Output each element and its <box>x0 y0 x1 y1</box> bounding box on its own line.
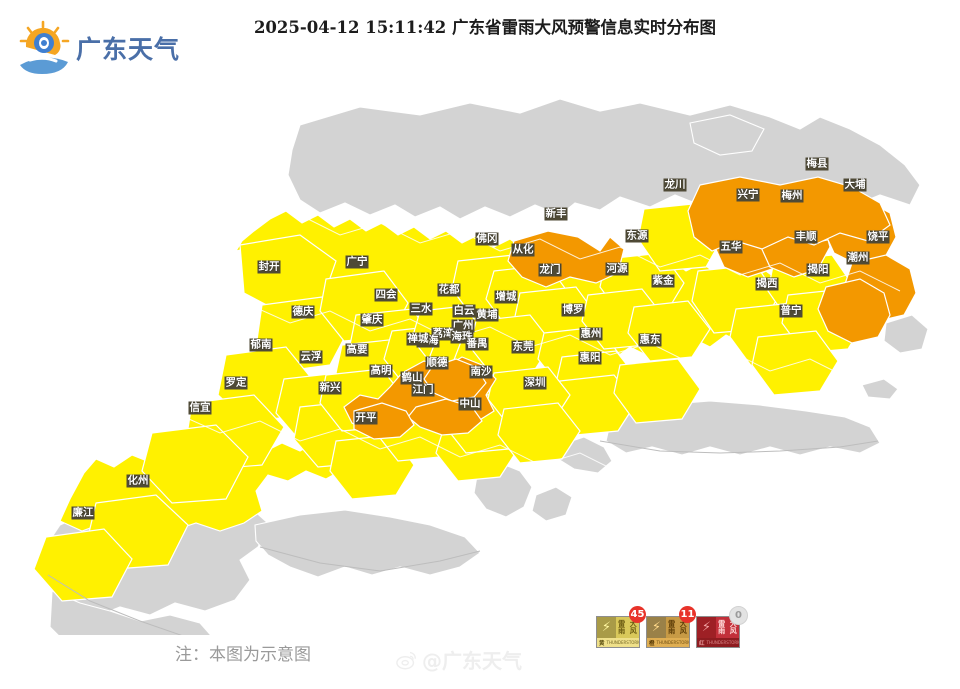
legend-signal-orange[interactable]: ⚡ 雷雨 大风橙 THUNDERSTORM <box>646 616 690 648</box>
region-label[interactable]: 罗定 <box>224 376 248 390</box>
region-label[interactable]: 封开 <box>257 260 281 274</box>
region-label[interactable]: 龙门 <box>538 263 562 277</box>
region-label[interactable]: 从化 <box>511 243 535 257</box>
region-label[interactable]: 丰顺 <box>794 230 818 244</box>
region-label[interactable]: 五华 <box>719 240 743 254</box>
region-label[interactable]: 中山 <box>458 397 482 411</box>
region-label[interactable]: 云浮 <box>299 350 323 364</box>
region-label[interactable]: 鹤山 <box>400 371 424 385</box>
region-label[interactable]: 化州 <box>126 474 150 488</box>
region-label[interactable]: 惠东 <box>638 333 662 347</box>
legend-line2: 大风 <box>629 619 637 635</box>
region-label[interactable]: 廉江 <box>71 506 95 520</box>
region-label[interactable]: 潮州 <box>846 251 870 265</box>
region-label[interactable]: 揭阳 <box>806 263 830 277</box>
region-label[interactable]: 龙川 <box>663 178 687 192</box>
region-label[interactable]: 广州 <box>451 319 475 333</box>
region-label[interactable]: 梅州 <box>780 189 804 203</box>
region-label[interactable]: 普宁 <box>779 304 803 318</box>
region-label[interactable]: 禅城 <box>406 332 430 346</box>
lightning-icon: ⚡ <box>697 617 716 638</box>
region-label[interactable]: 高明 <box>369 364 393 378</box>
weibo-watermark: @广东天气 <box>396 645 522 674</box>
legend-signal-footer: 红 THUNDERSTORM <box>697 638 739 647</box>
legend-line1: 雷雨 <box>718 619 726 635</box>
region-label[interactable]: 白云 <box>452 304 476 318</box>
region-label[interactable]: 江门 <box>411 383 435 397</box>
logo-text: 广东天气 <box>76 35 181 64</box>
legend-level-cn: 黄 <box>599 640 605 647</box>
legend-level-cn: 橙 <box>649 640 655 647</box>
lightning-icon: ⚡ <box>597 617 616 638</box>
region-label[interactable]: 德庆 <box>291 305 315 319</box>
map-boundaries <box>179 214 901 474</box>
region-label[interactable]: 开平 <box>354 411 378 425</box>
page-title: 2025-04-12 15:11:42 广东省雷雨大风预警信息实时分布图 <box>253 18 717 37</box>
lightning-icon: ⚡ <box>647 617 666 638</box>
region-label[interactable]: 花都 <box>437 283 461 297</box>
region-label[interactable]: 信宜 <box>188 401 212 415</box>
map-disclaimer-note: 注：本图为示意图 <box>175 645 311 665</box>
region-label[interactable]: 南沙 <box>469 365 493 379</box>
legend-line1: 雷雨 <box>618 619 626 635</box>
legend-count-badge: 45 <box>629 606 646 623</box>
legend-level-cn: 红 <box>699 640 705 647</box>
region-label[interactable]: 紫金 <box>651 274 675 288</box>
region-label[interactable]: 增城 <box>494 290 518 304</box>
legend-level-en: THUNDERSTORM <box>606 640 640 645</box>
region-label[interactable]: 博罗 <box>561 303 585 317</box>
map-coastline <box>47 440 879 635</box>
region-label[interactable]: 河源 <box>605 262 629 276</box>
region-label[interactable]: 深圳 <box>523 376 547 390</box>
region-label[interactable]: 梅县 <box>805 157 829 171</box>
legend-level-en: THUNDERSTORM <box>656 640 690 645</box>
region-label[interactable]: 番禺 <box>465 337 489 351</box>
region-label[interactable]: 东莞 <box>511 340 535 354</box>
legend-signal-footer: 黄 THUNDERSTORM <box>597 638 639 647</box>
region-label[interactable]: 郁南 <box>249 338 273 352</box>
region-label[interactable]: 顺德 <box>425 356 449 370</box>
weibo-icon <box>396 651 416 669</box>
watermark-text: @广东天气 <box>422 649 522 673</box>
brand-logo: 广东天气 <box>14 18 194 78</box>
region-label[interactable]: 肇庆 <box>360 313 384 327</box>
alert-legend: ⚡ 雷雨 大风黄 THUNDERSTORM 45 ⚡ 雷雨 大风橙 THUNDERSTORM 11… <box>596 606 764 654</box>
legend-level-en: THUNDERSTORM <box>706 640 740 645</box>
region-label[interactable]: 新兴 <box>318 381 342 395</box>
region-label[interactable]: 四会 <box>374 288 398 302</box>
sun-cloud-eye-logo-icon <box>19 20 70 74</box>
region-label[interactable]: 惠阳 <box>578 351 602 365</box>
legend-signal-footer: 橙 THUNDERSTORM <box>647 638 689 647</box>
legend-line2: 大风 <box>679 619 687 635</box>
region-label[interactable]: 大埔 <box>843 178 867 192</box>
guangdong-alert-map[interactable]: 封开德庆郁南云浮罗定 信宜化州廉江 新兴开平 广宁四会肇庆高要 高明 三水 花都白云 黄埔 广州… <box>0 55 960 635</box>
region-label[interactable]: 新丰 <box>544 207 568 221</box>
region-label[interactable]: 饶平 <box>866 230 890 244</box>
region-label[interactable]: 黄埔 <box>475 308 499 322</box>
legend-count-badge: 11 <box>679 606 696 623</box>
legend-line1: 雷雨 <box>668 619 676 635</box>
region-label[interactable]: 佛冈 <box>475 232 499 246</box>
region-label[interactable]: 广宁 <box>345 255 369 269</box>
region-label[interactable]: 兴宁 <box>736 188 760 202</box>
region-label[interactable]: 东源 <box>625 229 649 243</box>
region-label[interactable]: 高要 <box>345 343 369 357</box>
region-label[interactable]: 惠州 <box>579 327 603 341</box>
legend-count-badge: 0 <box>729 606 748 625</box>
region-label[interactable]: 三水 <box>409 302 433 316</box>
region-label[interactable]: 揭西 <box>755 277 779 291</box>
